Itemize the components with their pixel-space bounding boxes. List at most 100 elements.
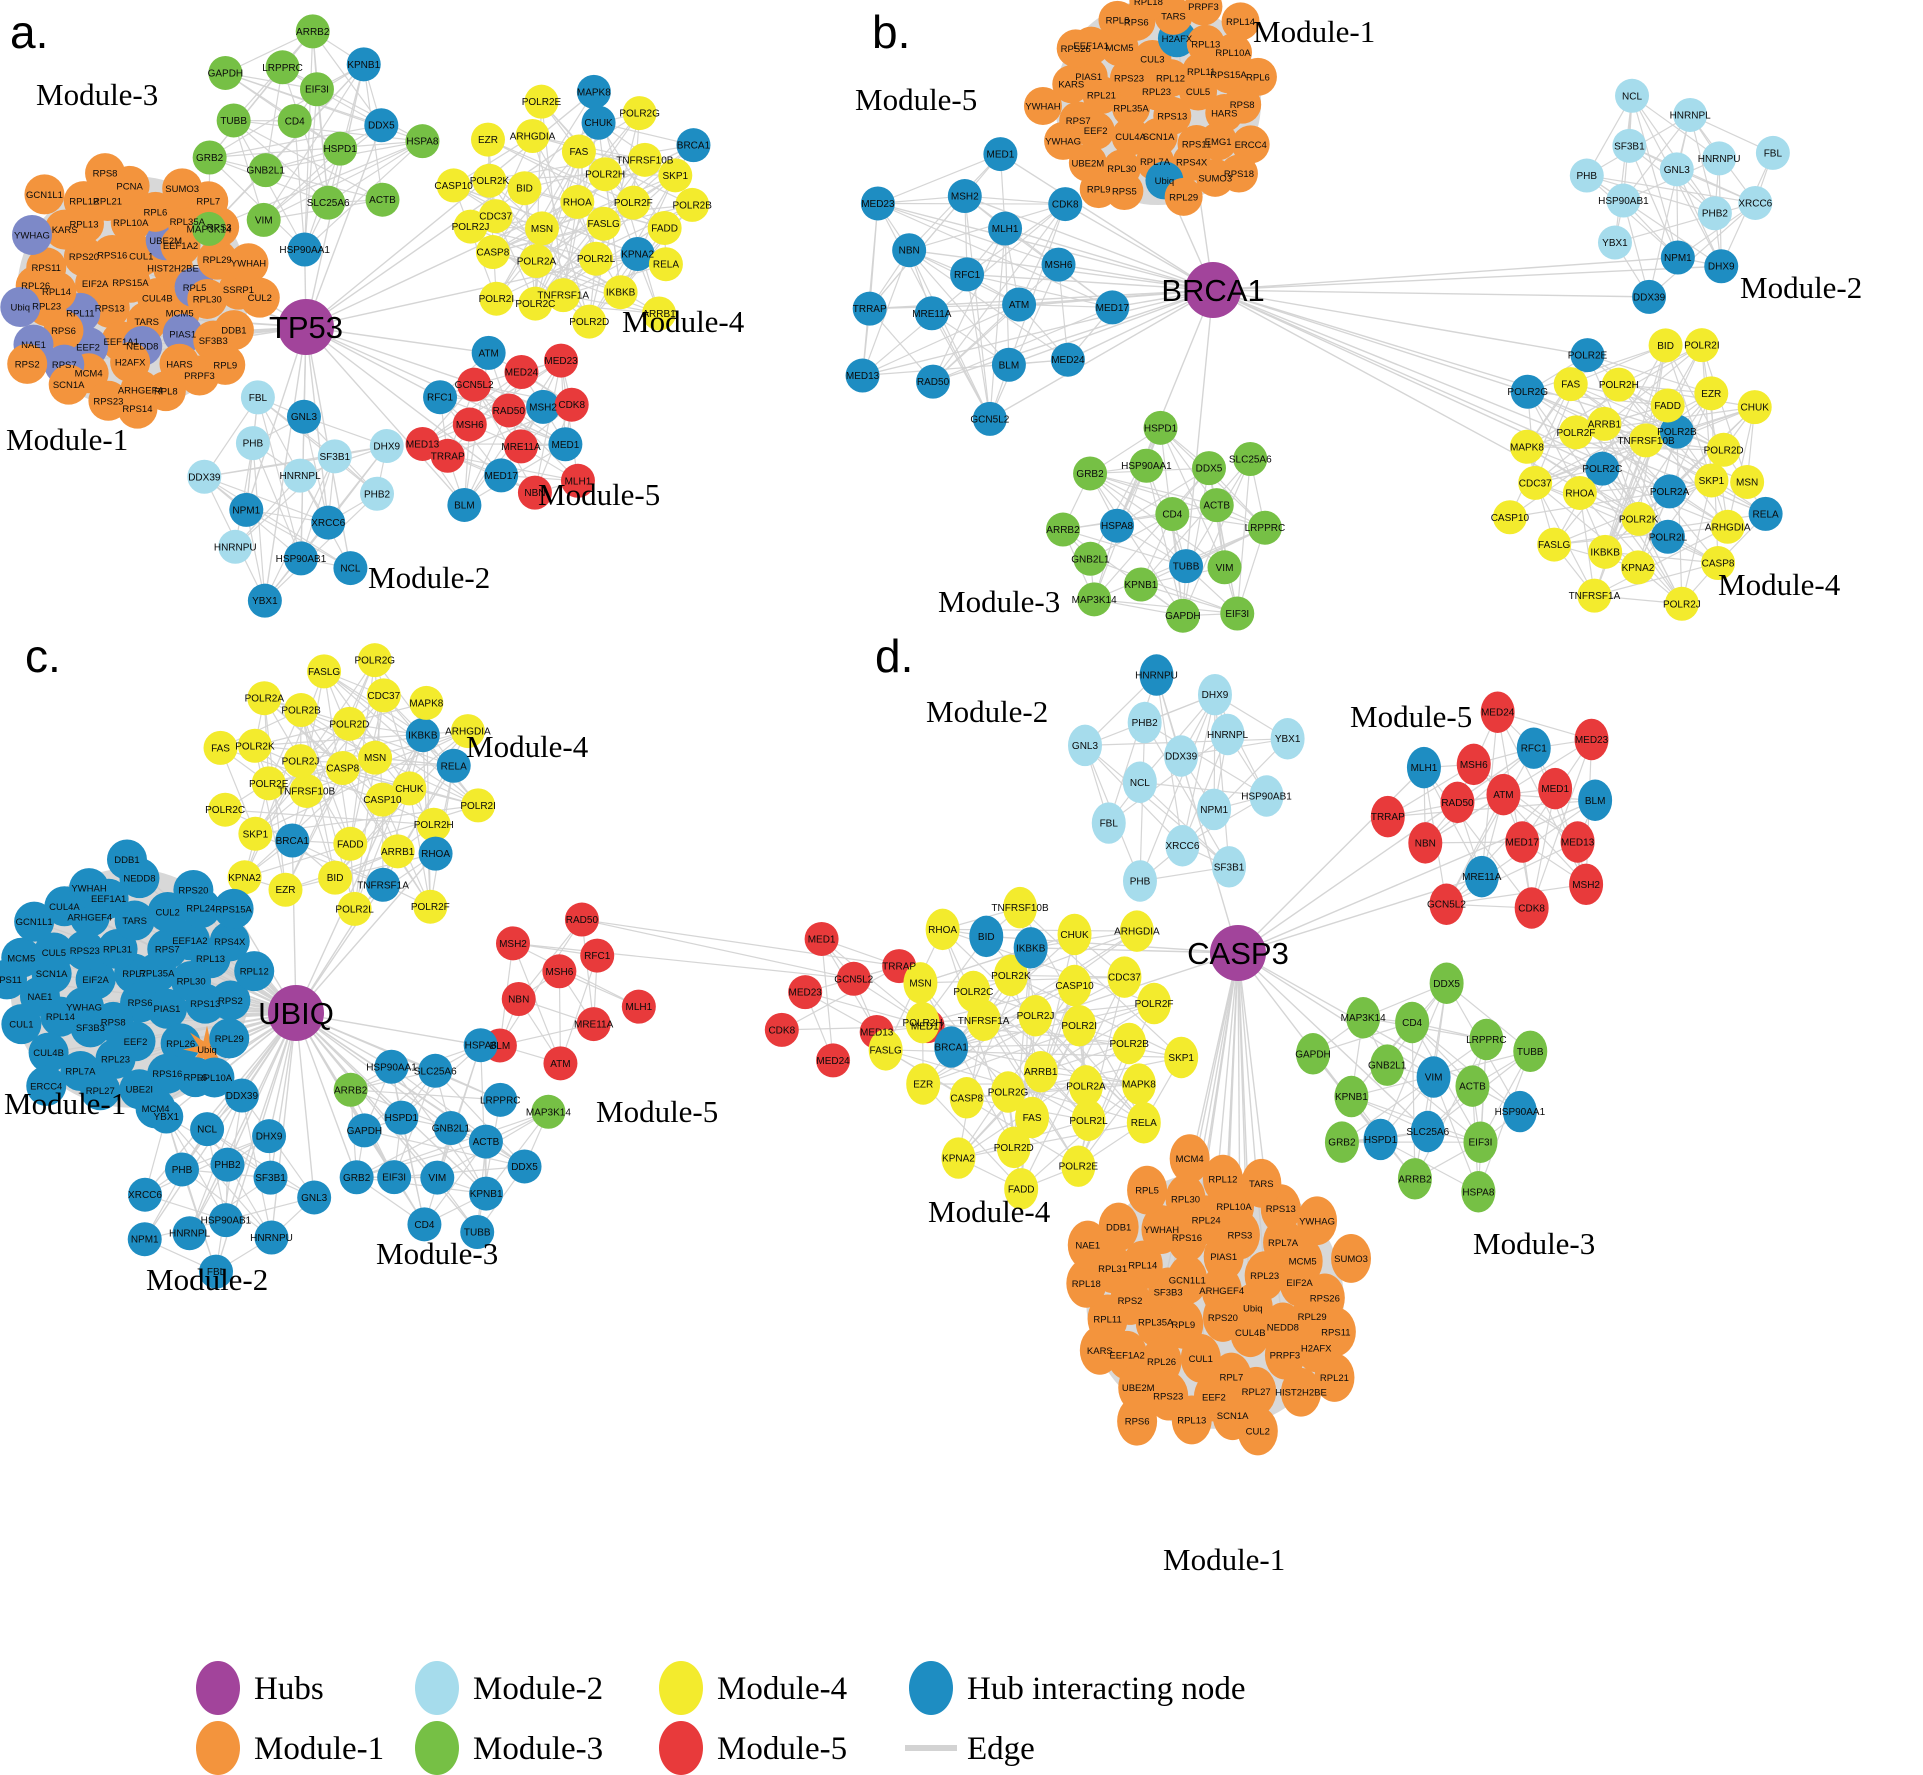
node-label-POLR2K: POLR2K [991, 971, 1031, 982]
node-label-EZR: EZR [478, 135, 498, 146]
node-a-YBX1 [247, 583, 282, 618]
node-label-VIM: VIM [255, 215, 273, 226]
node-d-MLH1 [1406, 746, 1441, 789]
node-label-NCL: NCL [1130, 778, 1150, 789]
node-d-KPNA2 [941, 1137, 976, 1179]
node-b-POLR2B [1659, 414, 1694, 449]
node-label-POLR2C: POLR2C [1582, 464, 1622, 475]
node-label-RELA: RELA [653, 260, 679, 271]
node-label-CHUK: CHUK [1741, 403, 1770, 414]
hub-edge [295, 1012, 487, 1195]
node-label-HNRNPU: HNRNPU [250, 1233, 293, 1244]
node-d-FAS [1015, 1096, 1050, 1139]
network-edge [254, 659, 376, 835]
node-label-EEF2: EEF2 [1202, 1393, 1226, 1404]
node-label-MED17: MED17 [911, 1022, 945, 1033]
network-edge [284, 767, 344, 891]
node-label-POLR2I: POLR2I [1061, 1021, 1097, 1032]
node-label-CASP8: CASP8 [1702, 559, 1735, 570]
node-label-RPL7: RPL7 [196, 197, 220, 208]
node-label-DHX9: DHX9 [256, 1132, 283, 1143]
node-label-RPL14: RPL14 [46, 1012, 75, 1023]
node-label-GNL3: GNL3 [1072, 741, 1099, 752]
node-d-LRPPRC [1469, 1018, 1504, 1061]
node-a-GNB2L1 [248, 153, 283, 188]
node-label-MSN: MSN [909, 978, 931, 989]
network-edge [300, 709, 431, 908]
node-label-H2AFX: H2AFX [1301, 1343, 1332, 1354]
node-label-ARHGEF4: ARHGEF4 [67, 912, 112, 923]
network-edge [1433, 1076, 1479, 1192]
node-b-RPL18 [1129, 0, 1168, 21]
node-label-RPL26: RPL26 [166, 1039, 195, 1050]
node-label-POLR2K: POLR2K [1619, 514, 1659, 525]
network-edge [1631, 95, 1720, 159]
node-a-POLR2K [472, 163, 507, 198]
node-label-ACTB: ACTB [473, 1137, 500, 1148]
node-a-RPL6 [135, 191, 176, 232]
node-label-MED1: MED1 [986, 150, 1014, 161]
node-label-MRE11A: MRE11A [574, 1020, 614, 1031]
network-edge [1108, 733, 1228, 824]
node-c-RFC1 [580, 938, 615, 973]
node-label-RPL12: RPL12 [240, 967, 269, 978]
node-label-NAE1: NAE1 [28, 992, 53, 1003]
node-label-RPL6: RPL6 [1246, 72, 1270, 83]
network-edge [862, 303, 1020, 377]
node-label-CD4: CD4 [1162, 510, 1182, 521]
node-label-TRRAP: TRRAP [1371, 812, 1405, 823]
node-d-MSH2 [1569, 863, 1604, 906]
node-label-FASLG: FASLG [588, 219, 620, 230]
node-d-YWHAH [1141, 1205, 1182, 1254]
node-c-RPL10A [194, 1057, 235, 1098]
node-a-HSP90AB1 [283, 541, 318, 576]
node-label-DDB1: DDB1 [114, 855, 139, 866]
network-edge [144, 1135, 270, 1196]
network-edge [1586, 354, 1669, 538]
node-label-HNRNPL: HNRNPL [280, 471, 322, 482]
node-a-POLR2J [453, 209, 488, 244]
module-label-c-m1: Module-1 [4, 1086, 126, 1121]
node-a-RAD50 [491, 393, 526, 428]
node-b-CUL4A [1111, 117, 1150, 156]
node-label-MED17: MED17 [1096, 303, 1130, 314]
node-a-GCN5L2 [457, 367, 492, 402]
node-label-DDX5: DDX5 [1433, 979, 1460, 990]
network-edge [1380, 1138, 1479, 1193]
node-a-MED13 [405, 426, 440, 461]
node-a-HSPD1 [323, 131, 358, 166]
node-c-MLH1 [621, 989, 656, 1024]
node-c-FAS [203, 730, 238, 765]
node-d-MCM5 [1282, 1236, 1323, 1286]
node-label-SCN1A: SCN1A [53, 380, 85, 391]
node-b-GNL3 [1659, 152, 1694, 187]
module-label-a-m4: Module-4 [622, 304, 745, 339]
node-c-FASLG [307, 654, 342, 689]
node-label-MSH6: MSH6 [545, 967, 573, 978]
node-c-POLR2H [416, 807, 451, 842]
node-a-DDX39 [187, 459, 222, 494]
node-label-RAD50: RAD50 [1441, 798, 1474, 809]
node-label-POLR2A: POLR2A [1650, 487, 1690, 498]
node-c-LRPPRC [483, 1082, 518, 1117]
node-b-BLM [991, 347, 1026, 382]
node-a-PHB [235, 426, 270, 461]
node-label-YWHAG: YWHAG [66, 1002, 102, 1013]
node-label-ARHGDIA: ARHGDIA [445, 727, 491, 738]
node-label-ATM: ATM [478, 348, 498, 359]
node-label-RFC1: RFC1 [954, 270, 981, 281]
node-b-MAP3K14 [1077, 582, 1112, 617]
node-label-RPS15A: RPS15A [1210, 70, 1247, 81]
node-label-NBN: NBN [899, 246, 920, 257]
hub-edge [305, 124, 382, 328]
node-label-RPS13: RPS13 [1157, 111, 1187, 122]
node-label-DDB1: DDB1 [1106, 1222, 1131, 1233]
node-label-MED23: MED23 [544, 356, 578, 367]
node-label-KARS: KARS [52, 225, 78, 236]
node-a-ARRB2 [295, 14, 330, 49]
node-c-ATM [543, 1046, 578, 1081]
network-edge [1139, 781, 1230, 868]
node-d-RFC1 [1516, 727, 1551, 769]
node-b-KPNA2 [1620, 550, 1655, 585]
module-label-b-m5: Module-5 [855, 82, 977, 117]
